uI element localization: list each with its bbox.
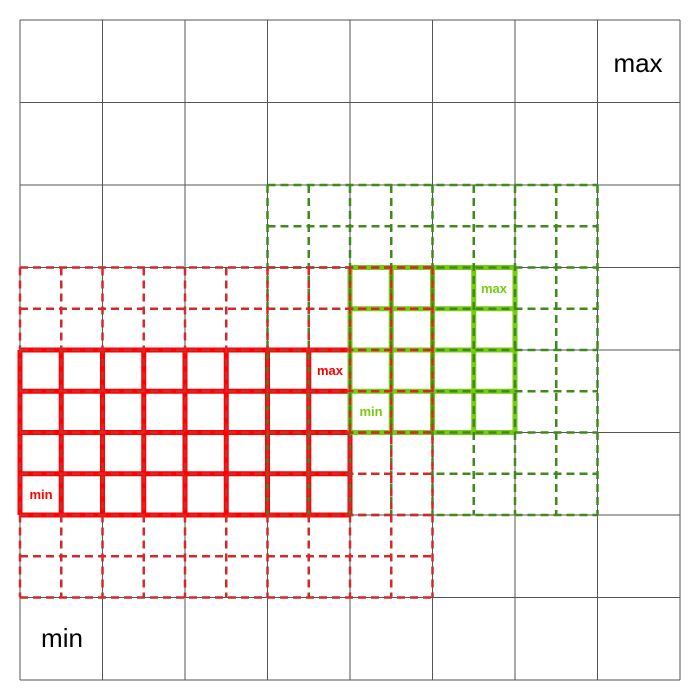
green-max-label: max [481, 281, 508, 296]
outer-min-label: min [41, 623, 83, 653]
red-min-label: min [29, 487, 52, 502]
red-max-label: max [317, 363, 344, 378]
red-dashed-grid [18, 266, 434, 599]
outer-max-label: max [613, 48, 662, 78]
green-min-label: min [359, 404, 382, 419]
